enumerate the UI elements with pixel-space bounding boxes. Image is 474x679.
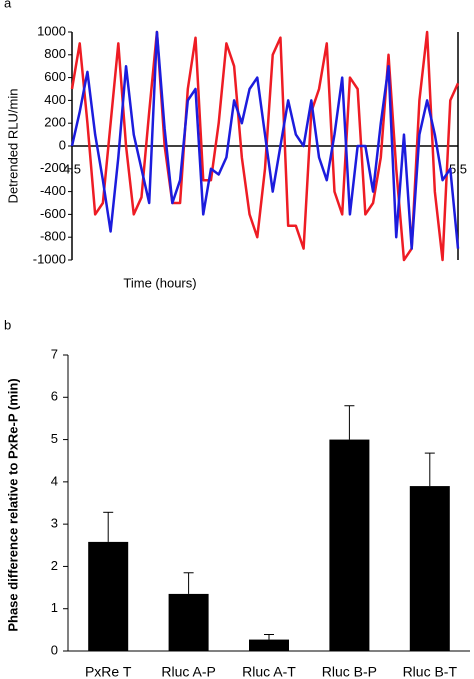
data-line	[70, 30, 460, 250]
y-tick-label: -800	[40, 229, 66, 244]
y-tick-label: 400	[44, 92, 66, 107]
bar	[88, 541, 129, 651]
x-tick-label: Rluc A-P	[161, 664, 215, 679]
y-tick-label: -600	[40, 206, 66, 221]
bar	[168, 593, 209, 651]
y-tick-label: 3	[51, 516, 58, 531]
data-line	[70, 30, 460, 262]
y-tick-label: 2	[51, 558, 58, 573]
y-tick-label: -400	[40, 183, 66, 198]
y-tick-label: 6	[51, 389, 58, 404]
x-axis-label: Time (hours)	[123, 275, 196, 290]
bar	[409, 486, 450, 651]
x-tick-label: Rluc B-P	[322, 664, 377, 679]
bar	[249, 639, 289, 651]
y-tick-label: -1000	[33, 251, 66, 266]
y-tick-label: 5	[51, 431, 58, 446]
x-tick-label: PxRe T	[85, 664, 132, 679]
y-tick-label: 0	[51, 642, 58, 657]
y-axis-label: Detrended RLU/min	[5, 89, 20, 204]
y-tick-label: 4	[51, 473, 58, 488]
panel-label: a	[4, 0, 12, 10]
y-tick-label: 1000	[37, 23, 66, 38]
x-tick-label: Rluc A-T	[242, 664, 296, 679]
y-axis-label: Phase difference relative to PxRe-P (min…	[5, 378, 20, 631]
y-tick-label: 7	[51, 346, 58, 361]
y-tick-label: 1	[51, 600, 58, 615]
x-tick-label: Rluc B-T	[403, 664, 458, 679]
y-tick-label: 0	[59, 137, 66, 152]
y-tick-label: 200	[44, 115, 66, 130]
y-tick-label: -200	[40, 160, 66, 175]
panel-label: b	[4, 317, 11, 332]
x-tick-label: 4.5	[63, 161, 81, 176]
bar	[329, 439, 370, 651]
y-tick-label: 800	[44, 46, 66, 61]
y-tick-label: 600	[44, 69, 66, 84]
x-tick-label: 5.5	[449, 161, 467, 176]
